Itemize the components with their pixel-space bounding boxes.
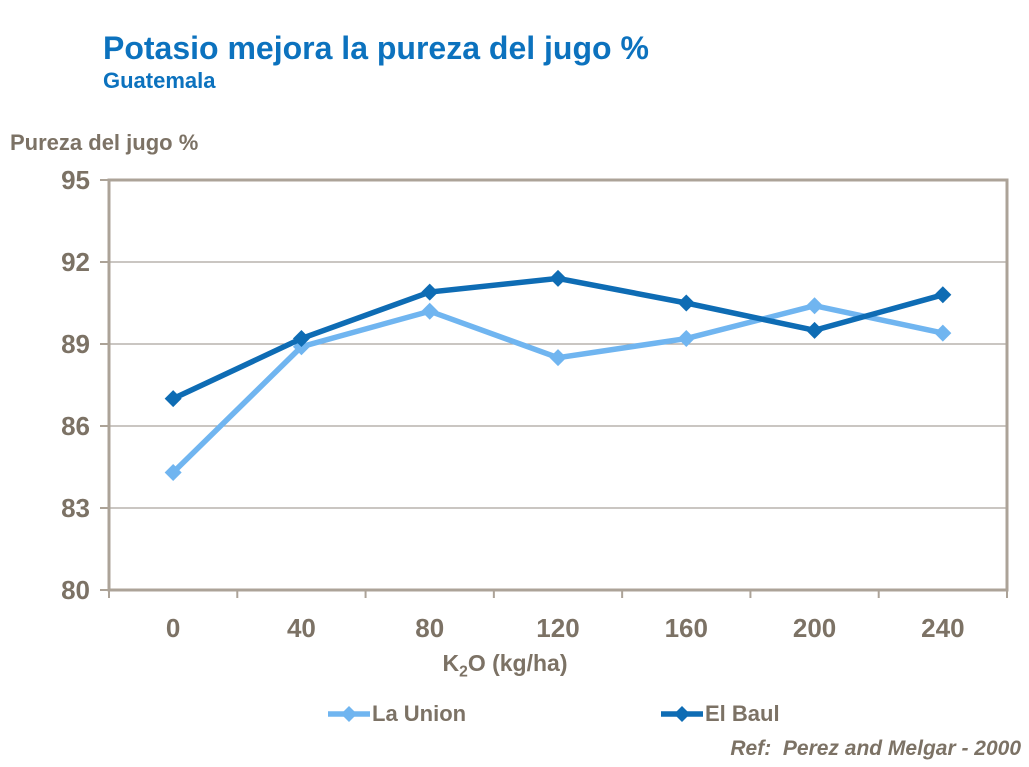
x-tick-label: 0 — [166, 613, 180, 643]
x-tick-label: 120 — [536, 613, 579, 643]
legend-item-la-union: La Union — [328, 701, 466, 727]
x-axis-title-base: K — [442, 650, 460, 676]
x-tick-label: 200 — [793, 613, 836, 643]
data-point-marker-el-baul — [806, 321, 824, 339]
x-axis-title-subscript: 2 — [459, 663, 468, 681]
x-tick-label: 40 — [287, 613, 316, 643]
legend-item-el-baul: El Baul — [661, 701, 780, 727]
data-point-marker-la-union — [934, 324, 952, 342]
y-tick-label: 80 — [61, 575, 90, 605]
legend-marker-el-baul-icon — [661, 706, 703, 722]
chart-title: Potasio mejora la pureza del jugo % — [103, 30, 649, 66]
y-tick-label: 92 — [61, 247, 90, 277]
x-tick-label: 240 — [921, 613, 964, 643]
data-point-marker-el-baul — [421, 283, 439, 301]
data-point-marker-el-baul — [677, 294, 695, 312]
series-line-la-union — [171, 302, 944, 475]
plot-border — [107, 178, 1009, 592]
y-tick-label: 86 — [61, 411, 90, 441]
legend-marker-la-union-icon — [328, 706, 370, 722]
y-tick-label: 95 — [61, 165, 90, 195]
x-tick-label: 80 — [415, 613, 444, 643]
x-tick-label: 160 — [665, 613, 708, 643]
x-axis-title-rest: O (kg/ha) — [467, 650, 568, 676]
data-point-marker-el-baul — [292, 330, 310, 348]
legend-label-el-baul: El Baul — [705, 701, 780, 726]
y-tick-label: 83 — [61, 493, 90, 523]
data-point-marker-la-union — [677, 330, 695, 348]
data-point-marker-la-union — [421, 302, 439, 320]
x-axis-title: K2O (kg/ha) — [443, 650, 568, 682]
y-tick-label: 89 — [61, 329, 90, 359]
data-point-marker-el-baul — [549, 269, 567, 287]
data-point-marker-la-union — [164, 463, 182, 481]
chart-subtitle: Guatemala — [103, 68, 216, 93]
data-point-marker-la-union — [549, 349, 567, 367]
data-point-marker-la-union — [806, 297, 824, 315]
y-axis-title: Pureza del jugo % — [10, 130, 199, 155]
data-point-marker-el-baul — [934, 286, 952, 304]
series-line-el-baul — [171, 275, 944, 402]
reference-text: Ref: Perez and Melgar - 2000 — [730, 737, 1021, 760]
data-point-marker-el-baul — [164, 390, 182, 408]
legend-label-la-union: La Union — [372, 701, 467, 726]
